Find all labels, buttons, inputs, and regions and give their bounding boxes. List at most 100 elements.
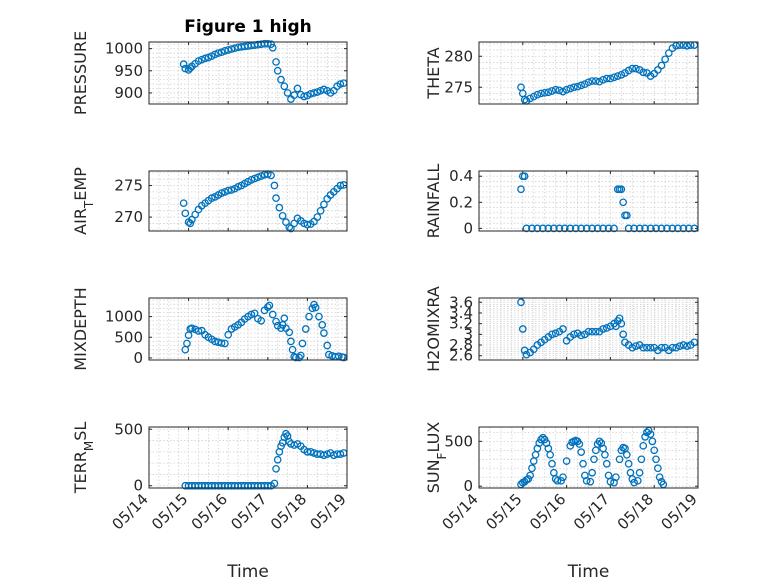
y-tick-label: 270 bbox=[114, 208, 143, 226]
x-tick-label: 05/14 bbox=[109, 490, 152, 533]
subplot-h2omixra: 2.62.833.23.43.6 H2OMIXRA bbox=[424, 286, 699, 372]
data-point bbox=[267, 171, 275, 180]
y-tick-label: 3 bbox=[463, 325, 473, 343]
data-point bbox=[320, 200, 328, 209]
y-tick-label: 275 bbox=[114, 177, 143, 195]
data-point bbox=[635, 468, 644, 477]
data-point bbox=[619, 198, 628, 207]
data-point bbox=[562, 457, 571, 465]
data-point bbox=[265, 301, 274, 310]
data-point bbox=[224, 186, 233, 195]
data-point bbox=[287, 337, 295, 346]
data-point bbox=[183, 339, 191, 348]
data-point bbox=[526, 471, 534, 480]
data-point bbox=[250, 309, 259, 318]
data-point bbox=[298, 339, 307, 348]
y-axis-label: MIXDEPTH bbox=[71, 287, 90, 370]
data-point bbox=[288, 345, 297, 354]
data-point bbox=[316, 206, 325, 215]
data-point bbox=[683, 41, 691, 50]
data-point bbox=[310, 89, 318, 97]
data-point bbox=[544, 88, 553, 97]
data-point bbox=[575, 440, 584, 448]
data-point bbox=[571, 224, 580, 233]
data-point bbox=[657, 224, 666, 233]
data-point bbox=[639, 343, 648, 352]
data-point bbox=[272, 58, 280, 66]
data-point bbox=[683, 342, 691, 350]
y-tick-label: 0.2 bbox=[449, 193, 473, 211]
grid bbox=[479, 42, 698, 104]
data-point bbox=[221, 339, 229, 348]
y-tick-label: 3.6 bbox=[449, 293, 473, 311]
data-point bbox=[308, 304, 317, 313]
data-point bbox=[617, 71, 626, 79]
data-point bbox=[273, 66, 282, 75]
data-series bbox=[517, 298, 699, 359]
x-tick-label: 05/15 bbox=[482, 490, 525, 533]
data-point bbox=[679, 341, 688, 349]
data-point bbox=[179, 199, 188, 208]
y-tick-label: 950 bbox=[114, 62, 143, 80]
data-point bbox=[593, 224, 602, 233]
data-point bbox=[520, 172, 529, 181]
data-point bbox=[624, 224, 633, 233]
data-point bbox=[301, 325, 310, 333]
data-point bbox=[257, 316, 266, 325]
data-point bbox=[657, 343, 666, 352]
axes-box bbox=[478, 170, 699, 232]
data-point bbox=[566, 84, 575, 93]
data-point bbox=[214, 49, 223, 57]
data-point bbox=[610, 224, 618, 233]
subplot-sun-flux: 05/14 05/15 05/16 05/17 05/18 05/19 0 500SUNFLU… bbox=[424, 422, 701, 582]
y-tick-label: 0 bbox=[133, 349, 143, 367]
y-axis-label: H2OMIXRA bbox=[424, 286, 443, 372]
y-tick-label: 1000 bbox=[105, 308, 143, 326]
data-point bbox=[537, 89, 545, 98]
data-point bbox=[270, 479, 279, 488]
grid bbox=[479, 171, 698, 231]
data-point bbox=[588, 468, 597, 477]
data-point bbox=[628, 343, 637, 352]
data-point bbox=[588, 224, 597, 233]
data-point bbox=[306, 448, 315, 456]
data-point bbox=[528, 464, 536, 473]
data-point bbox=[657, 61, 666, 70]
y-tick-label: 275 bbox=[444, 78, 473, 96]
data-point bbox=[528, 224, 536, 233]
data-series bbox=[181, 429, 348, 490]
data-point bbox=[334, 352, 343, 361]
data-point bbox=[612, 473, 620, 482]
y-tick-label: 0.4 bbox=[449, 167, 473, 185]
data-point bbox=[303, 220, 312, 229]
data-point bbox=[559, 87, 567, 96]
data-point bbox=[273, 455, 282, 464]
data-point bbox=[643, 343, 651, 352]
y-axis-label: AIRTEMP bbox=[71, 167, 96, 235]
data-point bbox=[320, 451, 328, 460]
data-point bbox=[263, 303, 272, 311]
data-point bbox=[630, 478, 638, 487]
data-point bbox=[599, 75, 607, 84]
data-point bbox=[588, 327, 597, 336]
data-point bbox=[648, 437, 657, 446]
data-point bbox=[635, 224, 644, 233]
data-point bbox=[675, 342, 684, 350]
data-point bbox=[551, 85, 560, 94]
data-point bbox=[661, 55, 670, 64]
x-tick-label: 05/19 bbox=[658, 490, 701, 533]
data-point bbox=[624, 459, 633, 468]
y-axis-label: RAINFALL bbox=[424, 164, 443, 239]
data-point bbox=[548, 459, 556, 468]
data-point bbox=[615, 455, 624, 464]
data-point bbox=[606, 74, 615, 83]
data-point bbox=[320, 329, 328, 337]
x-tick-label: 05/17 bbox=[227, 490, 270, 533]
data-point bbox=[664, 49, 673, 58]
axes-frame bbox=[478, 41, 699, 105]
data-point bbox=[663, 224, 671, 233]
data-point bbox=[639, 68, 648, 77]
data-point bbox=[179, 60, 188, 68]
data-point bbox=[263, 39, 272, 48]
